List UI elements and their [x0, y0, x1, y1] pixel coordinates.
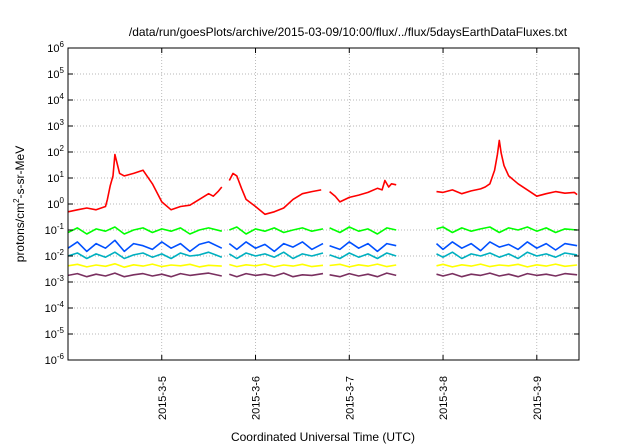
- x-tick-label: 2015-3-9: [532, 376, 544, 420]
- series-line-2: [68, 226, 578, 235]
- y-tick-label: 10-5: [45, 326, 65, 341]
- series-line-1: [68, 139, 578, 216]
- series-line-5: [68, 263, 578, 268]
- y-tick-label: 102: [47, 144, 64, 159]
- y-tick-label: 10-2: [45, 248, 65, 263]
- y-tick-label: 106: [47, 40, 64, 55]
- y-axis-label-rest: -s-sr-MeV: [13, 146, 27, 199]
- y-tick-label: 104: [47, 92, 64, 107]
- y-tick-label: 100: [47, 196, 64, 211]
- series-layer: [68, 139, 578, 278]
- grid-lines: [68, 48, 579, 360]
- y-tick-label: 10-6: [45, 352, 65, 367]
- y-tick-label: 10-3: [45, 274, 65, 289]
- y-tick-label: 103: [47, 118, 64, 133]
- y-tick-labels: 10-6 10-5 10-4 10-3 10-2 10-1 100 101 102 103 104 1…: [45, 40, 65, 367]
- y-tick-label: 105: [47, 66, 64, 81]
- x-tick-labels: 2015-3-5 2015-3-6 2015-3-7 2015-3-8 2015-3-9: [157, 376, 544, 420]
- x-tick-label: 2015-3-8: [438, 376, 450, 420]
- x-tick-label: 2015-3-7: [344, 376, 356, 420]
- y-tick-label: 101: [47, 170, 64, 185]
- series-line-3: [68, 239, 578, 253]
- x-tick-label: 2015-3-6: [251, 376, 263, 420]
- x-axis-label: Coordinated Universal Time (UTC): [231, 430, 415, 444]
- y-axis-label-base: protons/cm: [13, 203, 27, 262]
- series-line-6: [68, 272, 578, 278]
- x-tick-label: 2015-3-5: [157, 376, 169, 420]
- plot-area: [68, 139, 578, 278]
- chart-title: /data/run/goesPlots/archive/2015-03-09/1…: [129, 25, 568, 39]
- y-tick-label: 10-4: [45, 300, 65, 315]
- axis-ticks: [68, 47, 579, 361]
- y-axis-label: protons/cm2-s-sr-MeV: [12, 146, 27, 262]
- series-line-4: [68, 251, 578, 260]
- y-tick-label: 10-1: [45, 222, 65, 237]
- y-axis-label-sup: 2: [12, 198, 21, 203]
